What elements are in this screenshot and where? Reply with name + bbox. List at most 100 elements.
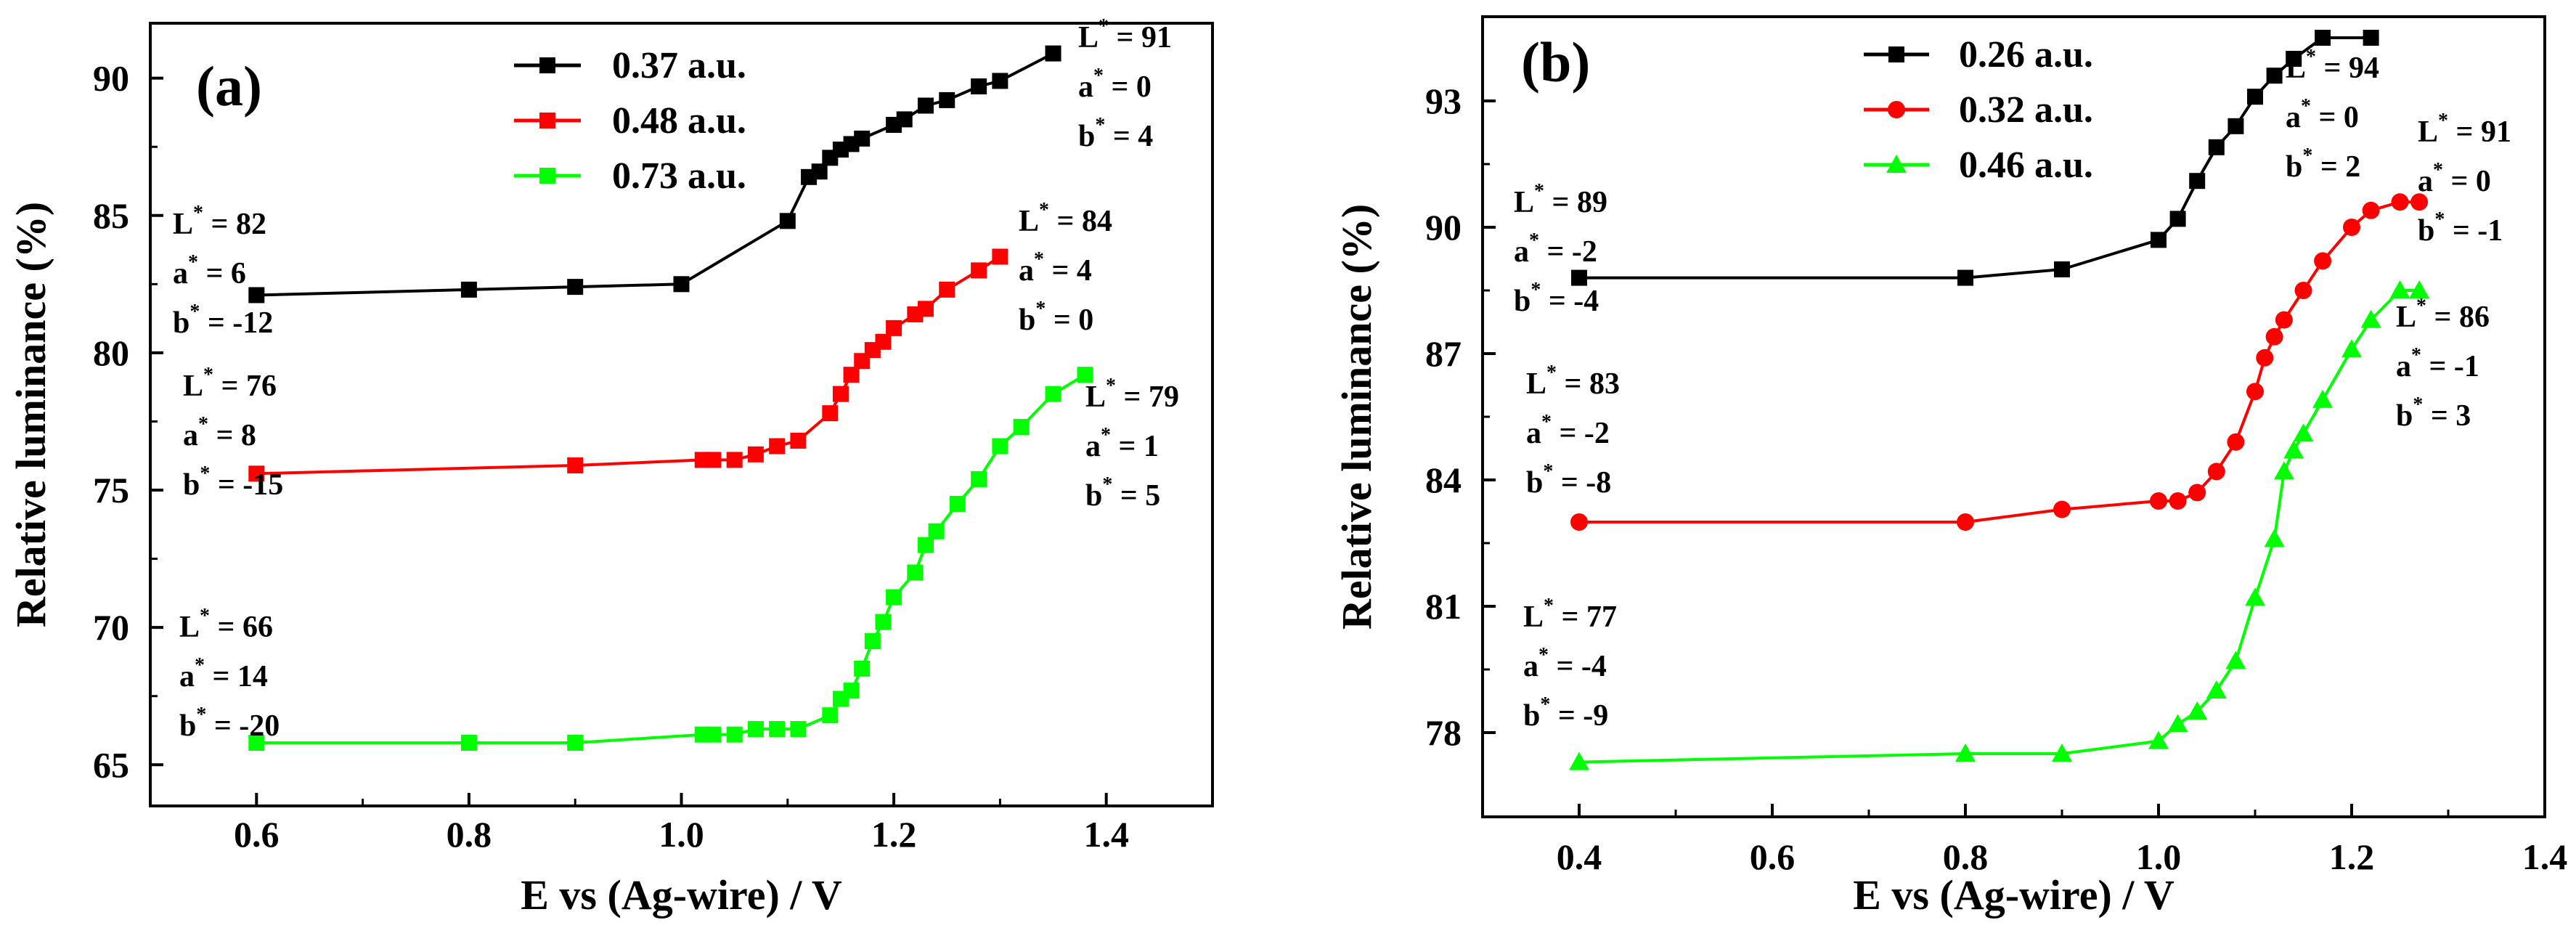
annotation-symbol: a	[1078, 70, 1093, 104]
data-point	[2169, 492, 2187, 510]
annotation-symbol: L	[2418, 115, 2438, 149]
data-point	[949, 495, 966, 512]
annotation-line: a* = -2	[1514, 229, 1597, 269]
x-tick-label: 1.0	[2136, 836, 2182, 877]
data-point	[2275, 311, 2293, 329]
data-point	[971, 262, 987, 279]
annotation-line: a* = 1	[1085, 424, 1159, 463]
annotation-value: = 86	[2426, 301, 2490, 334]
series-1	[248, 45, 1061, 304]
y-tick-label: 65	[93, 744, 129, 785]
annotation-star: *	[2434, 208, 2445, 231]
data-point	[726, 726, 743, 743]
color-annotation: L* = 89a* = -2b* = -4	[1514, 180, 1607, 318]
data-point	[875, 614, 892, 630]
annotation-line: b* = 4	[1078, 114, 1153, 153]
annotation-star: *	[189, 301, 200, 323]
annotation-line: b* = -1	[2418, 208, 2503, 248]
annotation-star: *	[2411, 344, 2421, 367]
annotation-star: *	[1039, 199, 1049, 221]
annotation-value: = 94	[2316, 52, 2379, 85]
panel-label: (a)	[196, 54, 262, 118]
annotation-line: b* = 0	[1019, 298, 1093, 337]
annotation-star: *	[1095, 114, 1105, 137]
annotation-symbol: a	[2418, 165, 2433, 198]
annotation-value: = 89	[1544, 186, 1607, 219]
annotation-star: *	[1529, 229, 1539, 252]
annotation-value: = 14	[205, 660, 268, 693]
annotation-value: = 2	[2312, 150, 2360, 184]
data-point	[2286, 51, 2302, 67]
data-point	[1570, 513, 1588, 531]
legend-entry: 0.46 a.u.	[1959, 144, 2093, 186]
annotation-star: *	[1546, 362, 1557, 384]
annotation-star: *	[2416, 295, 2426, 317]
data-point	[2247, 89, 2263, 105]
panel-label: (b)	[1521, 30, 1590, 94]
data-point	[907, 564, 924, 581]
series-2	[248, 248, 1008, 482]
data-point	[2188, 484, 2206, 502]
annotation-value: = 1	[1111, 430, 1159, 463]
data-point	[769, 438, 786, 455]
annotation-value: = -12	[200, 306, 273, 340]
data-point	[2409, 280, 2430, 298]
annotation-star: *	[1034, 248, 1044, 271]
annotation-value: = 5	[1112, 479, 1160, 513]
annotation-symbol: a	[1019, 254, 1034, 288]
data-point	[917, 537, 934, 553]
x-axis-label: E vs (Ag-wire) / V	[1853, 871, 2174, 918]
annotation-star: *	[200, 463, 210, 485]
annotation-symbol: L	[173, 208, 193, 241]
legend-marker	[539, 113, 555, 129]
data-point	[747, 721, 764, 738]
annotation-star: *	[200, 605, 210, 627]
annotation-value: = -4	[1541, 285, 1599, 318]
legend-marker	[539, 168, 555, 184]
annotation-symbol: b	[1078, 120, 1095, 153]
y-axis-label: Relative luminance (%)	[7, 202, 54, 627]
annotation-value: = 83	[1557, 367, 1620, 401]
data-point	[1013, 419, 1030, 436]
annotation-line: L* = 94	[2286, 46, 2379, 85]
legend-entry: 0.37 a.u.	[612, 45, 746, 86]
annotation-line: L* = 83	[1526, 362, 1620, 401]
data-point	[886, 319, 902, 336]
y-tick-label: 85	[93, 195, 129, 236]
annotation-symbol: L	[183, 370, 203, 403]
data-point	[875, 333, 892, 350]
data-point	[2266, 68, 2283, 84]
annotation-line: L* = 86	[2396, 295, 2490, 334]
annotation-line: a* = -1	[2396, 344, 2479, 383]
annotation-symbol: a	[1085, 430, 1101, 463]
data-point	[939, 281, 955, 298]
data-point	[2312, 389, 2334, 408]
annotation-line: a* = 6	[173, 251, 246, 290]
data-point	[1955, 744, 1976, 762]
annotation-symbol: b	[2286, 150, 2302, 184]
panel-b-chart: 0.4 0.6 0.8 1.0 1.2 1.4 78 81 84 87 90 93 E vs (Ag-w…	[1333, 15, 2567, 918]
annotation-star: *	[2306, 46, 2316, 68]
x-axis-label: E vs (Ag-wire) / V	[521, 871, 842, 918]
annotation-value: = -4	[1549, 650, 1607, 683]
annotation-value: = 8	[208, 419, 256, 452]
annotation-symbol: a	[2286, 101, 2301, 134]
annotation-star: *	[188, 251, 198, 274]
data-point	[917, 301, 934, 317]
data-point	[843, 683, 860, 699]
annotation-line: b* = -20	[179, 704, 280, 743]
annotation-star: *	[1534, 180, 1544, 203]
data-point	[928, 523, 945, 539]
color-annotation: L* = 83a* = -2b* = -8	[1526, 362, 1620, 500]
annotation-line: b* = -8	[1526, 460, 1611, 500]
data-point	[705, 452, 722, 468]
x-tick-label: 1.4	[1083, 814, 1129, 855]
annotation-value: = -9	[1550, 699, 1608, 733]
annotation-value: = 91	[2448, 115, 2511, 149]
data-point	[2273, 461, 2294, 480]
annotation-line: a* = -4	[1523, 644, 1607, 683]
color-annotation: L* = 91a* = 0b* = 4	[1078, 15, 1172, 153]
data-point	[567, 279, 584, 296]
data-point	[2362, 201, 2380, 219]
annotation-symbol: b	[1523, 699, 1540, 733]
